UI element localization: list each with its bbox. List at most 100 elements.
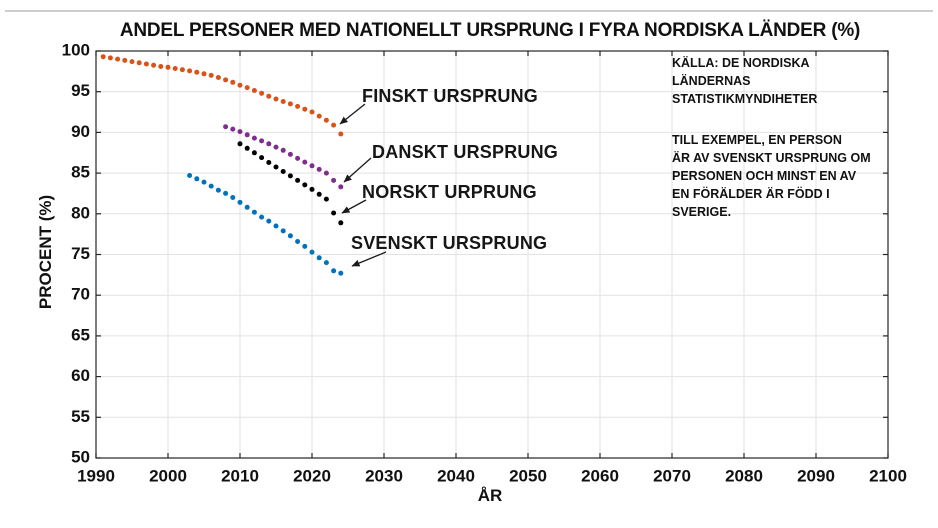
x-tick-label: 2070	[653, 466, 691, 485]
y-tick-label: 70	[71, 285, 90, 304]
data-point	[223, 190, 229, 196]
data-point	[251, 150, 257, 156]
x-tick-label: 2020	[293, 466, 331, 485]
x-axis-label: ÅR	[477, 486, 503, 505]
data-point	[237, 82, 243, 88]
y-tick-label: 50	[71, 447, 90, 466]
series-label-norskt: NORSKT URPRUNG	[362, 182, 537, 202]
x-tick-label: 2010	[221, 466, 259, 485]
data-point	[244, 145, 250, 151]
data-point	[251, 88, 257, 93]
y-tick-label: 80	[71, 203, 90, 222]
data-point	[244, 204, 250, 210]
x-tick-label: 1990	[77, 466, 115, 485]
x-tick-label: 2050	[509, 466, 547, 485]
data-point	[302, 159, 308, 165]
data-point	[287, 173, 293, 179]
y-tick-label: 60	[71, 366, 90, 385]
label-arrow	[339, 103, 366, 125]
data-point	[136, 60, 142, 66]
data-point	[316, 113, 322, 119]
data-point	[266, 141, 272, 147]
series-label-danskt: DANSKT URSPRUNG	[372, 142, 559, 162]
y-tick-label: 65	[71, 325, 90, 344]
data-point	[316, 255, 322, 261]
data-point	[143, 61, 149, 67]
data-point	[316, 166, 322, 172]
data-point	[280, 228, 286, 234]
series-finskt-ursprung	[100, 54, 344, 137]
data-point	[122, 57, 128, 63]
x-tick-label: 2060	[581, 466, 619, 485]
x-tick-label: 2080	[725, 466, 763, 485]
data-point	[273, 144, 279, 150]
data-point	[230, 126, 236, 132]
label-arrow	[343, 157, 372, 183]
series-norskt-urprung	[237, 141, 344, 226]
data-point	[115, 56, 121, 62]
data-point	[295, 177, 301, 183]
data-point	[215, 75, 221, 80]
gridlines	[96, 51, 888, 458]
data-point	[338, 220, 344, 226]
series-label-svenskt: SVENSKT URSPRUNG	[351, 233, 548, 253]
data-point	[295, 155, 301, 161]
data-point	[179, 67, 185, 73]
label-arrows	[339, 103, 387, 267]
chart-title: ANDEL PERSONER MED NATIONELLT URSPRUNG I…	[119, 20, 861, 41]
data-point	[266, 160, 272, 165]
data-point	[302, 106, 308, 112]
series-svenskt-ursprung	[187, 173, 344, 276]
x-tick-label: 2030	[365, 466, 403, 485]
data-point	[280, 169, 286, 174]
data-point	[287, 101, 293, 107]
data-point	[323, 196, 329, 202]
x-tick-label: 2040	[437, 466, 475, 485]
data-point	[323, 260, 329, 266]
y-tick-label: 100	[62, 40, 90, 59]
data-point	[194, 176, 200, 182]
data-point	[273, 96, 279, 102]
data-point	[165, 64, 171, 70]
x-tick-label: 2000	[149, 466, 187, 485]
data-point	[151, 62, 157, 68]
data-point	[230, 79, 236, 85]
y-tick-labels: 50 55 60 65 70 75 80 85 90 95 100	[62, 40, 90, 466]
data-point	[287, 151, 293, 157]
data-point	[338, 131, 344, 137]
data-point	[302, 243, 308, 249]
data-point	[223, 77, 229, 83]
data-point	[237, 199, 243, 205]
tick-marks	[95, 50, 889, 459]
data-point	[237, 129, 243, 135]
y-tick-label: 95	[71, 81, 90, 100]
data-point	[309, 249, 315, 255]
data-point	[259, 138, 265, 144]
data-point	[100, 54, 106, 60]
y-tick-label: 85	[71, 163, 90, 182]
data-point	[215, 187, 221, 193]
y-tick-label: 55	[71, 407, 90, 426]
data-point	[295, 103, 301, 109]
y-axis-label: PROCENT (%)	[36, 194, 55, 310]
label-arrow	[351, 251, 387, 267]
data-point	[323, 117, 329, 123]
label-arrow	[341, 199, 367, 214]
data-point	[201, 71, 207, 77]
data-point	[331, 177, 337, 183]
data-point	[251, 209, 257, 215]
source-annotation: KÄLLA: DE NORDISKA LÄNDERNAS STATISTIKMY…	[672, 56, 818, 106]
data-point	[338, 270, 344, 276]
data-point	[338, 184, 344, 190]
y-tick-label: 90	[71, 122, 90, 141]
data-point	[273, 164, 279, 170]
data-point	[244, 132, 250, 138]
data-point	[302, 182, 308, 188]
data-point	[230, 195, 236, 200]
data-point	[187, 68, 193, 74]
data-point	[158, 64, 164, 69]
data-point	[331, 268, 337, 274]
data-point	[316, 191, 322, 197]
data-point	[266, 93, 272, 99]
